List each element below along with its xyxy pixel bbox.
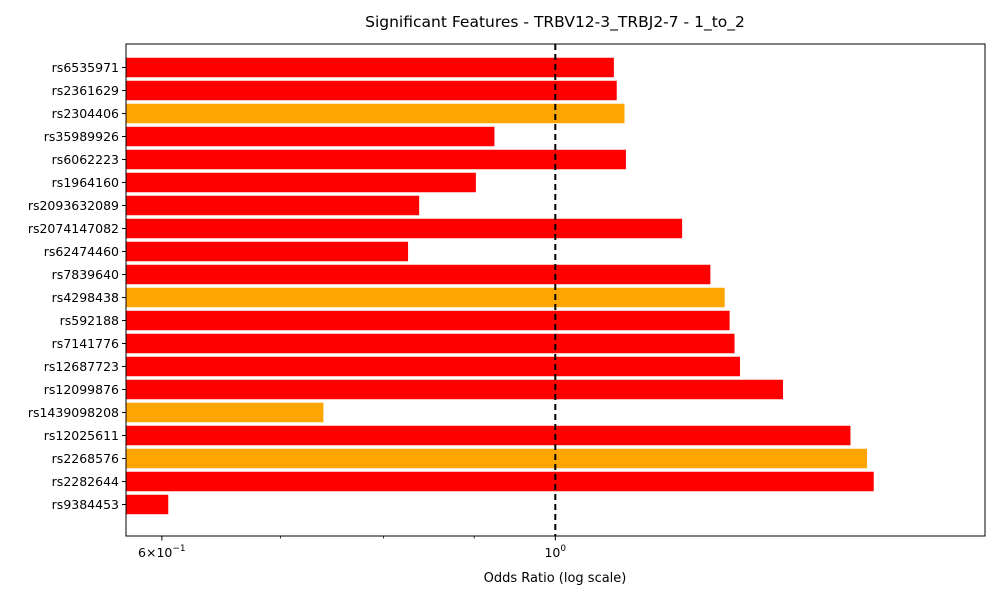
bar-rs7141776 (126, 333, 735, 354)
y-tick-label: rs2268576 (52, 451, 119, 466)
bar-rs2304406 (126, 103, 625, 124)
x-axis: 6×10−1 100 (138, 536, 566, 560)
bar-rs6535971 (126, 57, 614, 78)
y-tick-label: rs1964160 (52, 175, 119, 190)
bar-rs12687723 (126, 356, 741, 377)
y-tick-label: rs4298438 (52, 290, 119, 305)
y-tick-label: rs2361629 (52, 83, 119, 98)
bar-rs9384453 (126, 494, 169, 515)
bar-rs62474460 (126, 241, 409, 262)
y-tick-label: rs7141776 (52, 336, 119, 351)
bar-rs1439098208 (126, 402, 324, 423)
bar-rs35989926 (126, 126, 495, 147)
x-tick-label: 100 (544, 544, 566, 560)
y-tick-label: rs6535971 (52, 60, 119, 75)
bar-rs592188 (126, 310, 730, 331)
bar-rs2361629 (126, 80, 617, 101)
bar-rs7839640 (126, 264, 711, 285)
y-tick-label: rs12687723 (44, 359, 119, 374)
x-axis-title: Odds Ratio (log scale) (484, 571, 627, 586)
y-tick-label: rs35989926 (44, 129, 119, 144)
bar-rs6062223 (126, 149, 626, 170)
bar-rs12099876 (126, 379, 784, 400)
y-tick-label: rs7839640 (52, 267, 119, 282)
y-tick-label: rs9384453 (52, 497, 119, 512)
y-tick-label: rs12099876 (44, 382, 119, 397)
bar-rs2093632089 (126, 195, 420, 216)
bar-rs2268576 (126, 448, 868, 469)
y-tick-label: rs2304406 (52, 106, 119, 121)
y-tick-label: rs592188 (60, 313, 119, 328)
chart-title: Significant Features - TRBV12-3_TRBJ2-7 … (365, 13, 745, 32)
y-tick-label: rs62474460 (44, 244, 119, 259)
y-tick-label: rs1439098208 (28, 405, 119, 420)
bar-rs12025611 (126, 425, 851, 446)
bar-rs2074147082 (126, 218, 683, 239)
y-tick-label: rs2093632089 (28, 198, 119, 213)
y-tick-label: rs6062223 (52, 152, 119, 167)
bar-rs1964160 (126, 172, 476, 193)
y-tick-label: rs2282644 (52, 474, 119, 489)
y-tick-label: rs2074147082 (28, 221, 119, 236)
x-tick-label: 6×10−1 (138, 544, 186, 560)
bar-rs2282644 (126, 471, 874, 492)
bars-layer (126, 57, 874, 515)
y-tick-label: rs12025611 (44, 428, 119, 443)
y-axis: rs6535971 rs2361629 rs2304406 rs35989926 rs6… (28, 60, 126, 512)
bar-rs4298438 (126, 287, 725, 308)
